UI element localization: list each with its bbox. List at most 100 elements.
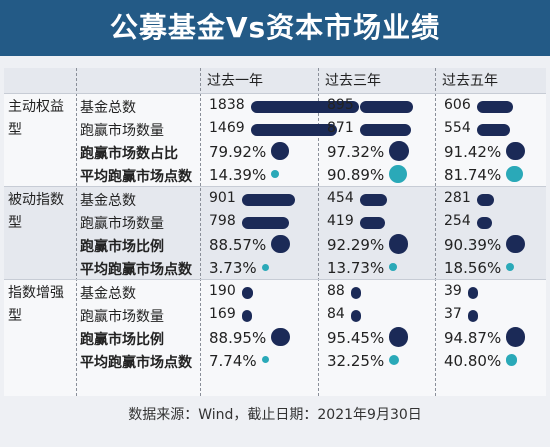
data-table xyxy=(4,68,546,396)
value-label: 32.25% xyxy=(327,352,385,370)
value-label: 871 xyxy=(327,120,354,136)
value-label: 3.73% xyxy=(209,259,257,277)
group-label: 指数增强型 xyxy=(8,285,64,324)
points-dot xyxy=(506,165,523,183)
metric-label: 平均跑赢市场点数 xyxy=(80,355,192,371)
value-label: 190 xyxy=(209,283,236,299)
count-bar xyxy=(360,101,413,113)
count-bar xyxy=(477,194,494,206)
value-label: 281 xyxy=(444,190,471,206)
metric-label: 跑赢市场比例 xyxy=(80,239,164,255)
value-label: 419 xyxy=(327,213,354,229)
count-bar xyxy=(477,101,513,113)
value-label: 1838 xyxy=(209,97,245,113)
ratio-dot xyxy=(506,327,526,347)
row-separator xyxy=(4,93,546,94)
value-label: 1469 xyxy=(209,120,245,136)
value-label: 901 xyxy=(209,190,236,206)
value-label: 79.92% xyxy=(209,143,267,161)
count-bar xyxy=(468,310,478,322)
count-bar xyxy=(477,124,510,136)
points-dot xyxy=(389,263,397,271)
value-label: 90.39% xyxy=(444,236,502,254)
value-label: 895 xyxy=(327,97,354,113)
header-banner xyxy=(0,0,550,56)
group-label: 主动权益型 xyxy=(8,99,64,138)
column-divider xyxy=(76,68,77,396)
ratio-dot xyxy=(271,234,290,254)
value-label: 81.74% xyxy=(444,166,502,184)
points-dot xyxy=(506,262,515,272)
data-source-note: 数据来源：Wind，截止日期：2021年9月30日 xyxy=(128,407,422,423)
value-label: 14.39% xyxy=(209,166,267,184)
ratio-dot xyxy=(389,141,409,161)
value-label: 84 xyxy=(327,306,345,322)
metric-label: 跑赢市场数量 xyxy=(80,216,164,232)
points-dot xyxy=(389,354,400,366)
count-bar xyxy=(477,217,492,229)
value-label: 88.57% xyxy=(209,236,267,254)
ratio-dot xyxy=(506,141,525,161)
value-label: 7.74% xyxy=(209,352,257,370)
metric-label: 跑赢市场数量 xyxy=(80,123,164,139)
points-dot xyxy=(262,356,269,364)
value-label: 798 xyxy=(209,213,236,229)
value-label: 37 xyxy=(444,306,462,322)
metric-label: 平均跑赢市场点数 xyxy=(80,169,192,185)
value-label: 90.89% xyxy=(327,166,385,184)
metric-label: 跑赢市场数占比 xyxy=(80,146,178,162)
row-separator xyxy=(4,279,546,280)
ratio-dot xyxy=(389,327,409,347)
value-label: 554 xyxy=(444,120,471,136)
group-label: 被动指数型 xyxy=(8,192,64,231)
value-label: 606 xyxy=(444,97,471,113)
metric-label: 平均跑赢市场点数 xyxy=(80,262,192,278)
count-bar xyxy=(351,287,361,299)
row-separator xyxy=(4,186,546,187)
count-bar xyxy=(242,194,295,206)
value-label: 169 xyxy=(209,306,236,322)
metric-label: 基金总数 xyxy=(80,286,136,302)
ratio-dot xyxy=(271,142,289,160)
period-header: 过去一年 xyxy=(207,73,263,89)
count-bar xyxy=(360,124,412,136)
points-dot xyxy=(262,263,269,271)
ratio-dot xyxy=(506,234,525,254)
value-label: 39 xyxy=(444,283,462,299)
value-label: 91.42% xyxy=(444,143,502,161)
count-bar xyxy=(360,217,385,229)
value-label: 94.87% xyxy=(444,329,502,347)
metric-label: 跑赢市场比例 xyxy=(80,332,164,348)
metric-label: 基金总数 xyxy=(80,100,136,116)
value-label: 88 xyxy=(327,283,345,299)
metric-label: 跑赢市场数量 xyxy=(80,309,164,325)
column-divider xyxy=(318,68,319,396)
value-label: 92.29% xyxy=(327,236,385,254)
count-bar xyxy=(360,194,387,206)
header-row-band xyxy=(4,68,546,93)
value-label: 18.56% xyxy=(444,259,502,277)
period-header: 过去五年 xyxy=(442,73,498,89)
period-header: 过去三年 xyxy=(325,73,381,89)
column-divider xyxy=(435,68,436,396)
metric-label: 基金总数 xyxy=(80,193,136,209)
chart-title: 公募基金Vs资本市场业绩 xyxy=(109,11,441,44)
count-bar xyxy=(251,124,338,136)
value-label: 40.80% xyxy=(444,352,502,370)
value-label: 454 xyxy=(327,190,354,206)
column-divider xyxy=(200,68,201,396)
count-bar xyxy=(242,217,289,229)
count-bar xyxy=(242,310,252,322)
value-label: 97.32% xyxy=(327,143,385,161)
points-dot xyxy=(506,354,518,366)
points-dot xyxy=(389,165,407,183)
count-bar xyxy=(251,101,359,113)
ratio-dot xyxy=(389,234,409,254)
value-label: 95.45% xyxy=(327,329,385,347)
count-bar xyxy=(468,287,478,299)
value-label: 254 xyxy=(444,213,471,229)
value-label: 88.95% xyxy=(209,329,267,347)
count-bar xyxy=(351,310,361,322)
ratio-dot xyxy=(271,327,290,347)
